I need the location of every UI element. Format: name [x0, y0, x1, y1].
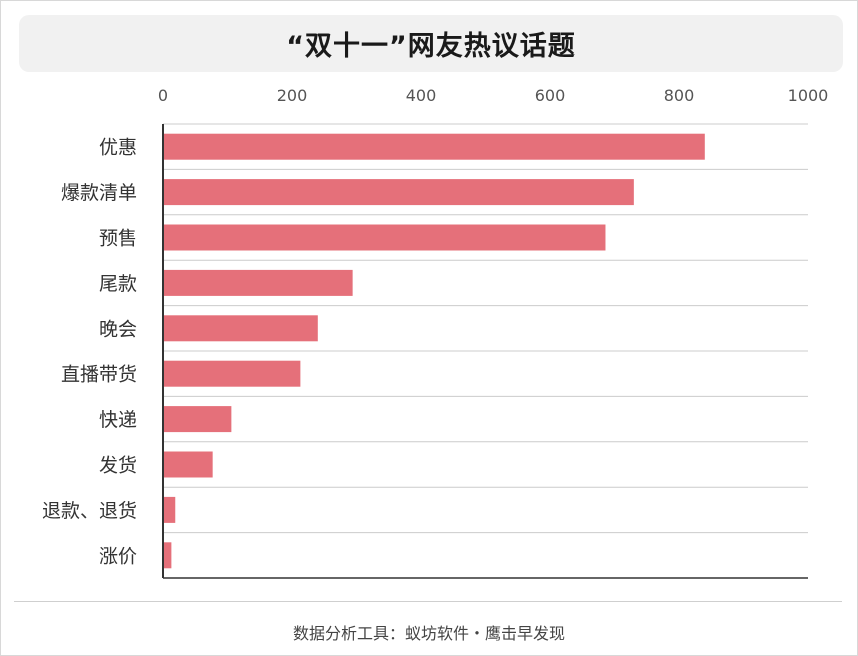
category-label: 涨价: [99, 545, 137, 567]
category-label: 优惠: [99, 137, 137, 159]
category-label: 尾款: [99, 273, 137, 295]
x-tick-label: 600: [535, 86, 566, 105]
x-tick-label: 400: [406, 86, 437, 105]
bar: [163, 269, 353, 296]
bar: [163, 406, 232, 433]
category-label: 预售: [99, 228, 137, 250]
bar: [163, 133, 705, 160]
bar: [163, 496, 176, 523]
title-bar: “双十一”网友热议话题: [19, 15, 843, 72]
bar: [163, 360, 301, 387]
bar: [163, 315, 318, 342]
category-label: 晚会: [99, 318, 137, 340]
bar: [163, 451, 213, 478]
category-label: 退款、退货: [42, 500, 137, 522]
bar: [163, 179, 634, 206]
x-tick-label: 1000: [788, 86, 829, 105]
category-label: 发货: [99, 455, 137, 477]
footer-source: 数据分析工具：蚁坊软件・鹰击早发现: [292, 624, 565, 643]
bar: [163, 224, 606, 251]
category-label: 快递: [99, 409, 137, 431]
category-label: 爆款清单: [61, 182, 137, 204]
category-label: 直播带货: [61, 364, 137, 386]
bar: [163, 542, 172, 569]
x-tick-label: 800: [664, 86, 695, 105]
chart-title: “双十一”网友热议话题: [286, 31, 576, 62]
x-tick-label: 200: [277, 86, 308, 105]
x-tick-label: 0: [158, 86, 168, 105]
footer-divider: [14, 601, 842, 602]
